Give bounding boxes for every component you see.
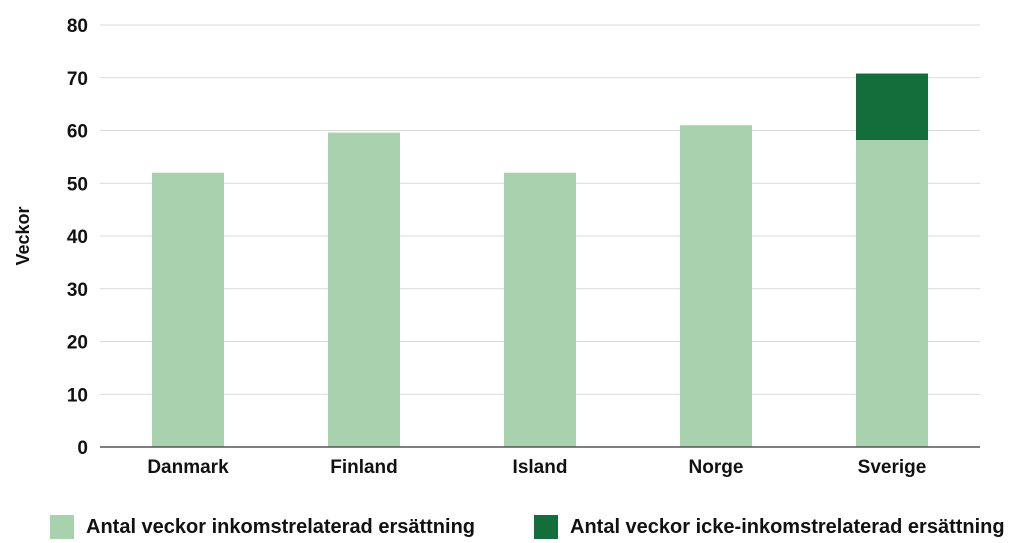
bar-chart: 0 10 20 30 40 50 60 70 80 Danmark Finland Island No… [13, 16, 980, 478]
bar-finland-series-0 [328, 132, 400, 448]
bar-sverige-series-0 [856, 139, 928, 447]
legend-swatch-non-income-related [534, 515, 558, 539]
y-tick-label: 80 [67, 16, 88, 37]
legend-swatch-income-related [50, 515, 74, 539]
bar-norge-series-0 [680, 125, 752, 447]
bar-danmark-series-0 [152, 172, 224, 447]
y-axis-label: Veckor [13, 206, 33, 265]
legend: Antal veckor inkomstrelaterad ersättning… [0, 515, 1033, 543]
y-tick-label: 60 [67, 122, 88, 143]
x-tick-label-danmark: Danmark [147, 457, 229, 478]
y-tick-label: 0 [77, 438, 88, 459]
y-tick-label: 50 [67, 174, 88, 195]
y-tick-label: 20 [67, 333, 88, 354]
x-tick-label-norge: Norge [689, 457, 744, 478]
legend-item-income-related: Antal veckor inkomstrelaterad ersättning [50, 515, 475, 539]
legend-item-non-income-related: Antal veckor icke-inkomstrelaterad ersät… [534, 515, 1005, 539]
y-tick-label: 40 [67, 227, 88, 248]
bar-sverige-series-1 [856, 73, 928, 140]
x-tick-label-sverige: Sverige [858, 457, 927, 478]
y-axis-ticks: 0 10 20 30 40 50 60 70 80 [67, 16, 88, 459]
x-tick-label-finland: Finland [330, 457, 398, 478]
x-tick-label-island: Island [513, 457, 568, 478]
legend-label-income-related: Antal veckor inkomstrelaterad ersättning [86, 515, 476, 538]
bars [152, 73, 928, 448]
y-tick-label: 70 [67, 69, 88, 90]
bar-island-series-0 [504, 172, 576, 447]
y-tick-label: 10 [67, 385, 88, 406]
y-tick-label: 30 [67, 280, 88, 301]
x-axis-ticks: Danmark Finland Island Norge Sverige [147, 457, 926, 478]
legend-label-non-income-related: Antal veckor icke-inkomstrelaterad ersät… [570, 515, 1005, 538]
